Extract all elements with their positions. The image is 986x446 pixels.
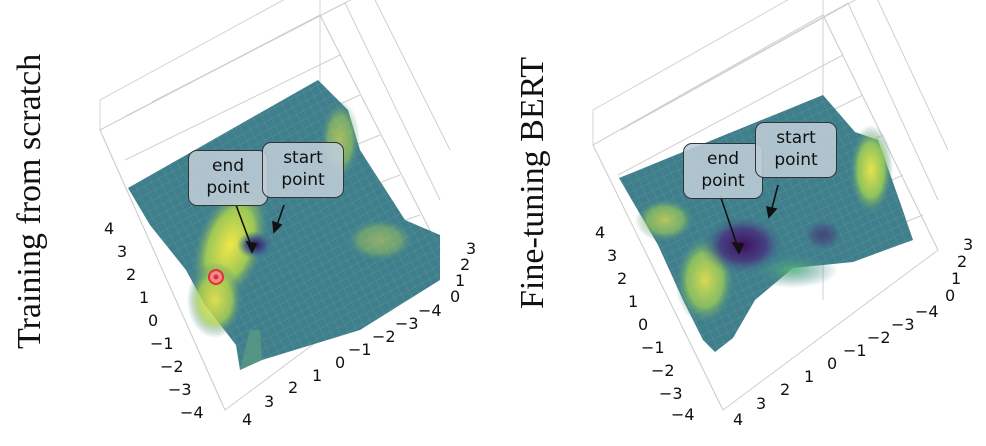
tick-left: 3 bbox=[607, 246, 617, 265]
tick-labels-z: 3 2 1 0 bbox=[945, 235, 973, 305]
tick-left: 0 bbox=[148, 311, 158, 330]
callout-end-point: end point bbox=[683, 143, 763, 199]
tick-bottom: 3 bbox=[264, 392, 274, 411]
tick-labels-left: 4 3 2 1 0 −1 −2 −3 −4 bbox=[104, 219, 204, 422]
tick-left: 0 bbox=[638, 315, 648, 334]
tick-left: −4 bbox=[671, 405, 695, 424]
tick-left: 2 bbox=[126, 265, 136, 284]
end-point-arrow bbox=[235, 204, 253, 249]
tick-bottom: −1 bbox=[348, 340, 372, 359]
tick-labels-bottom: 4 3 2 1 0 −1 −2 −3 −4 bbox=[242, 301, 442, 429]
tick-bottom: 0 bbox=[827, 354, 837, 373]
tick-bottom: −2 bbox=[867, 328, 891, 347]
tick-labels-left: 4 3 2 1 0 −1 −2 −3 −4 bbox=[595, 223, 695, 424]
tick-left: −1 bbox=[150, 334, 174, 353]
tick-z: 0 bbox=[945, 286, 955, 305]
tick-bottom: 1 bbox=[804, 367, 814, 386]
surface-plot-3d: 4 3 2 1 0 −1 −2 −3 −4 4 3 2 1 0 −1 −2 −3… bbox=[99, 0, 476, 429]
start-point-arrowhead bbox=[765, 205, 778, 219]
tick-left: 2 bbox=[617, 269, 627, 288]
tick-bottom: −4 bbox=[418, 301, 442, 320]
tick-bottom: 0 bbox=[335, 353, 345, 372]
callout-end-point: end point bbox=[188, 150, 268, 206]
tick-left: 1 bbox=[628, 292, 638, 311]
callout-start-point: start point bbox=[262, 142, 344, 198]
tick-bottom: −3 bbox=[891, 315, 915, 334]
callout-start-point: start point bbox=[755, 122, 837, 178]
tick-z: 3 bbox=[963, 235, 973, 254]
tick-z: 0 bbox=[450, 287, 460, 306]
tick-left: −3 bbox=[168, 380, 192, 399]
tick-left: −2 bbox=[160, 357, 184, 376]
tick-left: 4 bbox=[595, 223, 605, 242]
tick-bottom: −1 bbox=[843, 341, 867, 360]
tick-bottom: 1 bbox=[312, 366, 322, 385]
tick-bottom: 2 bbox=[288, 378, 298, 397]
tick-bottom: 2 bbox=[780, 380, 790, 399]
tick-left: −1 bbox=[641, 338, 665, 357]
tick-bottom: −2 bbox=[372, 327, 396, 346]
tick-labels-bottom: 4 3 2 1 0 −1 −2 −3 −4 bbox=[733, 302, 939, 429]
tick-left: 4 bbox=[104, 219, 114, 238]
tick-left: −4 bbox=[180, 403, 204, 422]
end-point-arrow bbox=[719, 194, 739, 249]
tick-left: 1 bbox=[139, 288, 149, 307]
tick-bottom: −4 bbox=[915, 302, 939, 321]
tick-bottom: 4 bbox=[242, 410, 252, 429]
tick-left: −2 bbox=[651, 361, 675, 380]
tick-z: 3 bbox=[466, 239, 476, 258]
red-marker bbox=[208, 269, 224, 285]
tick-z: 2 bbox=[957, 252, 967, 271]
tick-bottom: 3 bbox=[756, 394, 766, 413]
tick-left: −3 bbox=[659, 384, 683, 403]
end-point-arrowhead bbox=[731, 242, 745, 255]
tick-labels-z: 3 2 1 0 bbox=[450, 239, 476, 306]
end-point-arrowhead bbox=[245, 240, 258, 254]
tick-z: 1 bbox=[455, 271, 465, 290]
panel-training-from-scratch: Training from scratch bbox=[11, 0, 476, 429]
panel-fine-tuning-bert: Fine-tuning BERT bbox=[493, 0, 986, 446]
tick-bottom: 4 bbox=[733, 410, 743, 429]
start-point-arrowhead bbox=[272, 220, 283, 234]
tick-z: 2 bbox=[460, 255, 470, 274]
tick-z: 1 bbox=[951, 269, 961, 288]
surface-plot-3d: 4 3 2 1 0 −1 −2 −3 −4 4 3 2 1 0 −1 −2 −3… bbox=[592, 0, 973, 429]
tick-bottom: −3 bbox=[395, 314, 419, 333]
tick-left: 3 bbox=[117, 242, 127, 261]
